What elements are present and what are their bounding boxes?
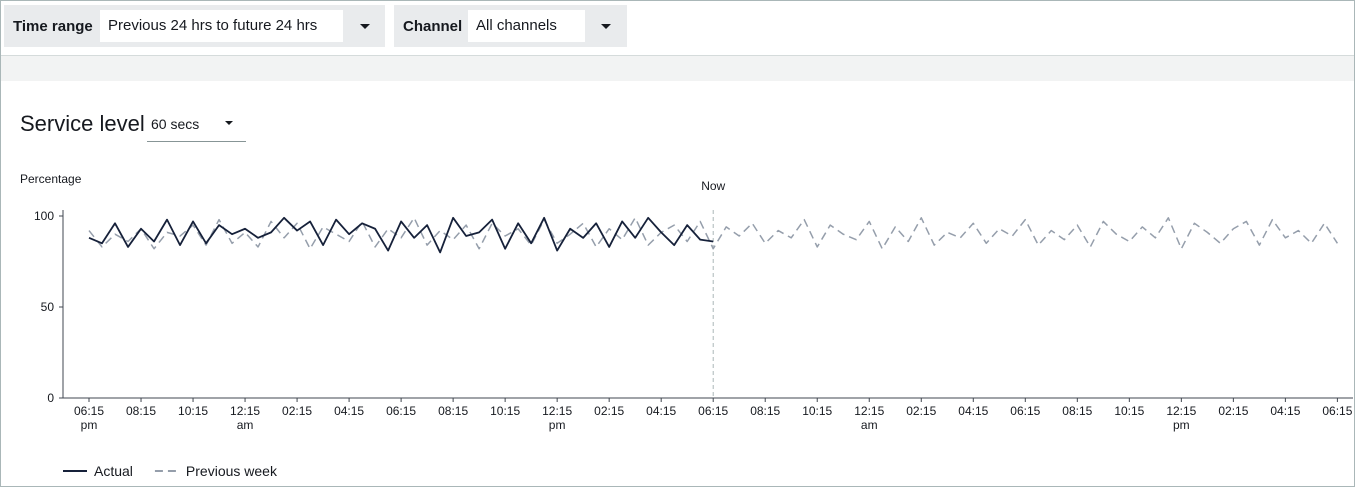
x-tick-label: 10:15: [178, 404, 209, 418]
y-tick-label: 0: [47, 391, 54, 405]
filter-label: Time range: [13, 18, 93, 35]
legend-label: Previous week: [186, 463, 278, 479]
now-label: Now: [701, 179, 725, 193]
x-tick-label: 08:15: [750, 404, 781, 418]
x-tick-label: 02:15: [282, 404, 313, 418]
filter-label: Channel: [403, 18, 463, 35]
x-tick-label: 04:15: [1270, 404, 1301, 418]
x-tick-label: 10:15: [490, 404, 521, 418]
time-range-filter[interactable]: Time range Previous 24 hrs to future 24 …: [4, 5, 385, 47]
x-tick-label: 06:15: [1322, 404, 1353, 418]
panel-title: Service level: [20, 111, 145, 136]
x-tick-label: 08:15: [126, 404, 157, 418]
x-tick-label: 12:15 pm: [1166, 404, 1197, 432]
filter-select[interactable]: All channels: [468, 10, 585, 42]
series-line: [88, 216, 714, 254]
x-tick-label: 02:15: [594, 404, 625, 418]
x-tick-label: 04:15: [334, 404, 365, 418]
panel-dropdown[interactable]: 60 secs: [147, 107, 246, 142]
y-axis-label: Percentage: [20, 172, 82, 186]
y-tick-label: 100: [34, 209, 54, 223]
filter-bar: [1, 1, 1354, 56]
legend-item: Actual: [63, 463, 133, 479]
x-tick-label: 12:15 am: [230, 404, 261, 432]
x-tick-label: 12:15 pm: [542, 404, 573, 432]
x-tick-label: 06:15: [386, 404, 417, 418]
dropdown-caret[interactable]: [225, 121, 233, 125]
dropdown-caret[interactable]: [360, 24, 370, 29]
x-tick-label: 10:15: [802, 404, 833, 418]
x-tick-label: 06:15 pm: [73, 404, 105, 432]
legend-item: Previous week: [154, 463, 278, 479]
dropdown-value: 60 secs: [151, 116, 200, 132]
x-tick-label: 06:15: [1010, 404, 1041, 418]
x-tick-label: 02:15: [1218, 404, 1249, 418]
channel-filter[interactable]: Channel All channels: [394, 5, 627, 47]
x-tick-label: 08:15: [1062, 404, 1093, 418]
series-line: [88, 217, 1339, 250]
x-tick-label: 02:15: [906, 404, 937, 418]
x-tick-label: 04:15: [646, 404, 677, 418]
y-tick-label: 50: [41, 300, 55, 314]
x-tick-label: 04:15: [958, 404, 989, 418]
x-tick-label: 12:15 am: [854, 404, 885, 432]
dropdown-caret[interactable]: [601, 24, 611, 29]
legend-label: Actual: [94, 463, 133, 479]
filter-select[interactable]: Previous 24 hrs to future 24 hrs: [100, 10, 343, 42]
separator: [1, 56, 1354, 81]
x-tick-label: 06:15: [698, 404, 729, 418]
x-tick-label: 08:15: [438, 404, 469, 418]
x-tick-label: 10:15: [1114, 404, 1145, 418]
